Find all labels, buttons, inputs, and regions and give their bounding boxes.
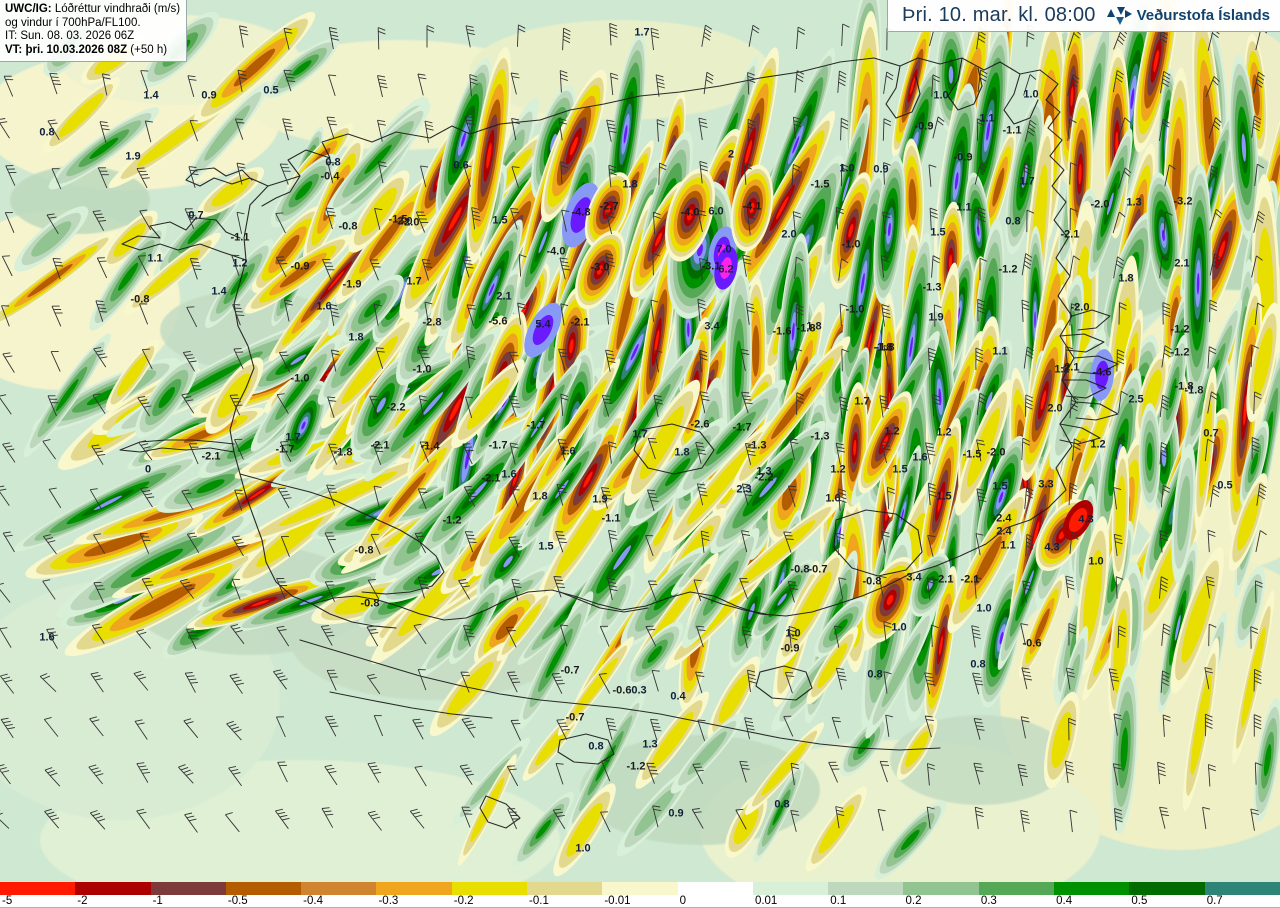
colorbar-swatch — [677, 882, 753, 895]
contour-band — [1146, 442, 1153, 471]
contour-band — [1115, 131, 1119, 155]
forecast-info-box: UWC/IG: Lóðréttur vindhraði (m/s) og vin… — [0, 0, 188, 63]
contour-band — [954, 172, 959, 190]
contour-band — [448, 207, 462, 231]
brand-name: Veðurstofa Íslands — [1136, 7, 1270, 24]
contour-band — [1078, 163, 1082, 185]
contour-band — [1034, 311, 1036, 329]
contour-band — [113, 595, 133, 605]
colorbar-swatch — [828, 882, 904, 895]
info-line-1: UWC/IG: Lóðréttur vindhraði (m/s) — [5, 3, 180, 17]
colorbar-swatch — [978, 882, 1054, 895]
valid-time-label: VT: þri. 10.03.2026 08Z — [5, 43, 128, 56]
contour-band — [752, 325, 760, 377]
contour-band — [256, 513, 325, 568]
contour-band — [279, 471, 397, 527]
contour-band — [908, 178, 917, 221]
colorbar-swatch — [451, 882, 527, 895]
contour-band — [1153, 50, 1159, 72]
contour-band — [909, 336, 914, 358]
contour-band — [630, 343, 639, 361]
contour-band — [986, 121, 991, 141]
lead-time-label: (+50 h) — [127, 43, 168, 56]
contour-band — [623, 124, 628, 144]
contour-band — [775, 196, 789, 220]
contour-band — [1106, 192, 1114, 216]
colorbar-swatch — [150, 882, 226, 895]
contour-band — [185, 363, 242, 394]
contour-band — [488, 283, 495, 296]
colorbar-swatch — [301, 882, 377, 895]
contour-band — [538, 231, 548, 254]
contour-band — [853, 439, 857, 456]
colorbar-swatch — [1129, 882, 1205, 895]
vertical-velocity-field — [0, 0, 1280, 882]
colorbar-swatch — [0, 882, 76, 895]
contour-band — [348, 338, 371, 366]
contour-band — [327, 270, 345, 291]
contour-band — [301, 421, 306, 430]
contour-band — [376, 397, 386, 413]
colorbar-swatch — [75, 882, 151, 895]
info-line-4: VT: þri. 10.03.2026 08Z (+50 h) — [5, 44, 180, 58]
contour-band — [792, 136, 800, 154]
colorbar[interactable]: -5 -2 -1 -0.5 -0.4 -0.3 -0.2 -0.1 -0.01 0 0.01 0.1 0… — [0, 882, 1280, 908]
contour-band — [654, 329, 660, 355]
contour-band — [948, 66, 954, 84]
contour-band — [842, 176, 850, 202]
map-header: Þri. 10. mar. kl. 08:00 Veðurstofa Íslan… — [887, 0, 1280, 32]
parameter-label: Lóðréttur vindhraði (m/s) — [51, 3, 181, 15]
contour-band — [910, 77, 916, 95]
contour-band — [249, 488, 266, 500]
colorbar-swatch — [752, 882, 829, 895]
contour-band — [129, 583, 196, 621]
contour-band — [570, 136, 578, 156]
contour-band — [486, 142, 492, 169]
colorbar-swatch — [1204, 882, 1280, 895]
contour-band — [512, 467, 520, 488]
contour-band — [449, 398, 462, 421]
contour-band — [687, 322, 690, 337]
contour-band — [1172, 138, 1182, 212]
colorbar-swatch — [1053, 882, 1130, 895]
contour-band — [130, 548, 184, 578]
contour-band — [887, 222, 891, 237]
contour-band — [569, 339, 574, 354]
valid-datetime-heading: Þri. 10. mar. kl. 08:00 — [902, 4, 1096, 26]
colorbar-swatch — [225, 882, 302, 895]
contour-band — [734, 340, 742, 398]
contour-band — [550, 133, 557, 152]
contour-band — [290, 354, 307, 365]
contour-band — [791, 322, 795, 341]
colorbar-swatch — [376, 882, 452, 895]
brand-block: Veðurstofa Íslands — [1106, 5, 1270, 27]
colorbar-swatch — [903, 882, 979, 895]
weather-map[interactable]: 0.8 1.9 1.4 0.9 0.5 0.7 -1.1 1.2 1.1 -0.9 0.8 -0.4-… — [0, 0, 1280, 882]
vedurstofa-logo-icon — [1106, 6, 1132, 25]
colorbar-swatch — [602, 882, 678, 895]
contour-band — [1130, 88, 1135, 110]
contour-band — [848, 223, 854, 238]
contour-band — [948, 254, 953, 270]
init-time-label: IT: Sun. 08. 03. 2026 06Z — [5, 30, 135, 43]
contour-band — [583, 471, 593, 488]
contour-band — [655, 232, 662, 247]
contour-band — [744, 139, 753, 166]
contour-band — [251, 599, 269, 607]
contour-band — [992, 167, 1005, 207]
contour-band — [1202, 84, 1214, 170]
contour-band — [299, 595, 323, 606]
contour-band — [1170, 296, 1179, 337]
contour-band — [1196, 272, 1200, 295]
colorbar-strip — [0, 882, 1280, 895]
contour-band — [860, 272, 865, 294]
colorbar-swatch — [526, 882, 603, 895]
info-line-2: og vindur í 700hPa/FL100. — [5, 16, 141, 29]
model-id-label: UWC/IG: — [5, 3, 52, 15]
contour-band — [369, 214, 404, 261]
contour-band — [196, 479, 225, 494]
